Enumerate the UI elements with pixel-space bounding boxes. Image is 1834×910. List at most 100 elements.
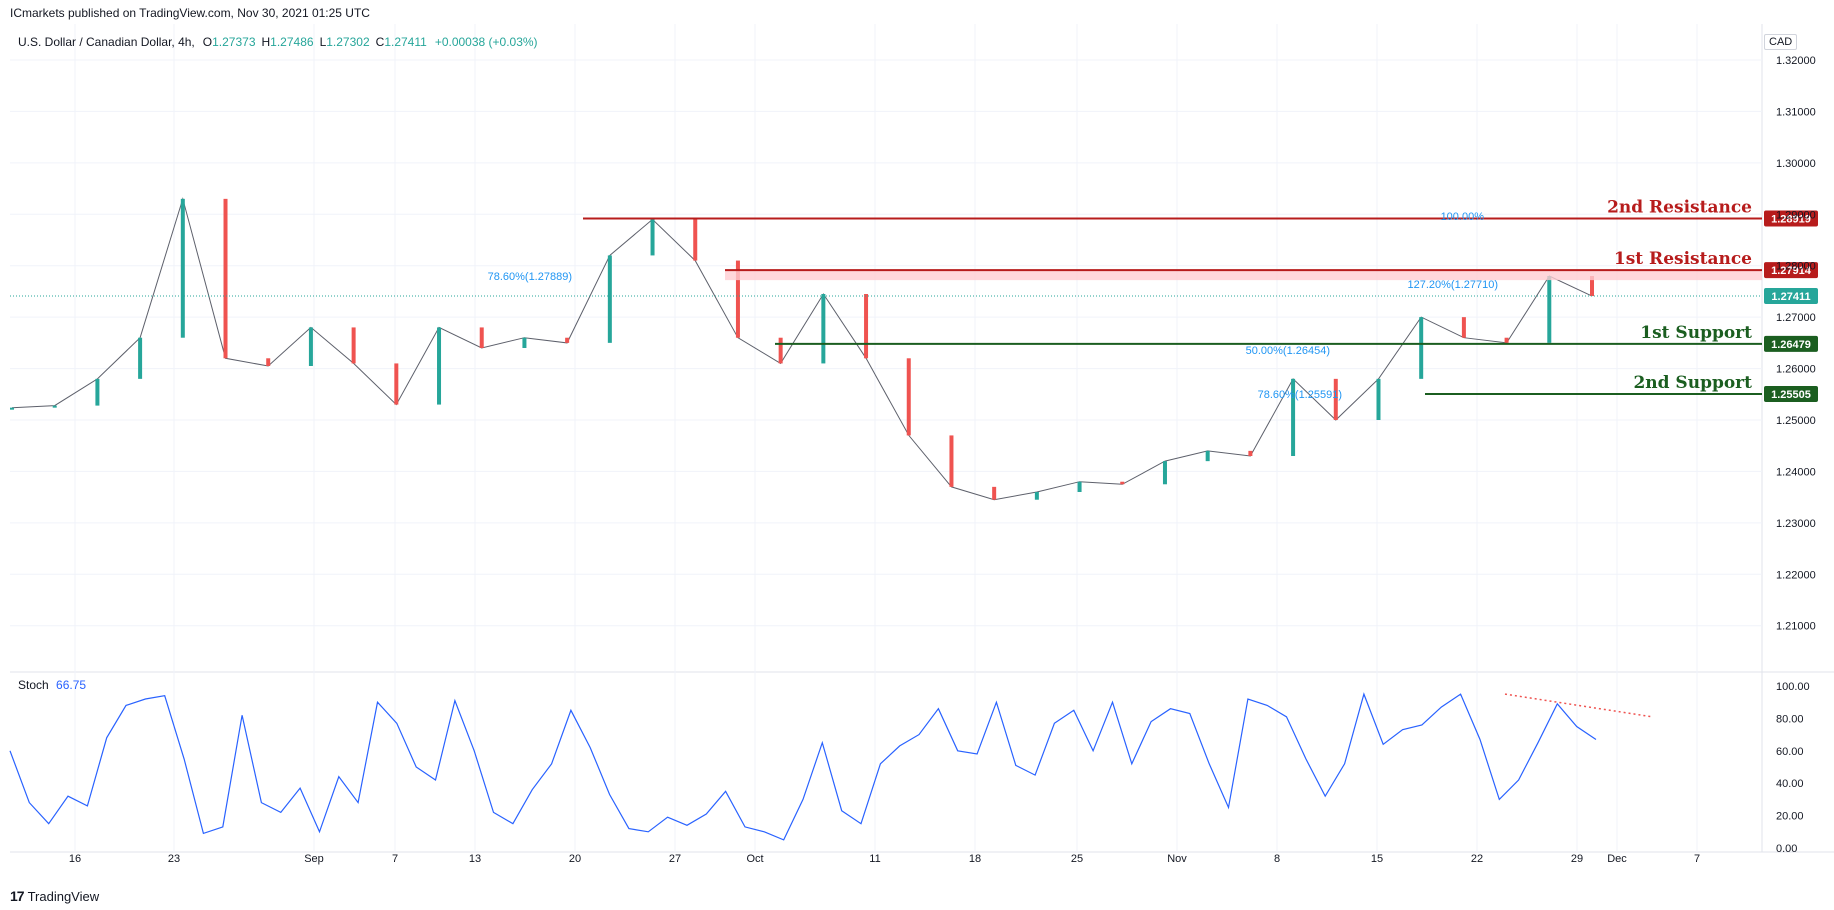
price-tick-label: 1.31000 [1776,106,1816,118]
price-tick-label: 1.29000 [1776,209,1816,221]
price-line [11,197,1593,501]
tradingview-brand: TradingView [27,888,100,904]
candle [1034,492,1039,500]
level-label: 1st Support [1640,323,1752,343]
candle [565,337,570,343]
level-price-tag [1764,262,1818,279]
stoch-tick-label: 40.00 [1776,778,1804,790]
time-tick-label: 16 [69,853,81,865]
stoch-legend[interactable]: Stoch 66.75 [18,678,86,692]
candle [1590,276,1594,297]
candle [607,255,612,343]
candle [1291,378,1296,456]
candle [864,294,869,359]
currency-badge[interactable]: CAD [1764,34,1798,50]
price-tick-label: 1.32000 [1776,55,1816,67]
fib-label: 127.20%(1.27710) [1407,279,1498,291]
price-series [10,197,1594,501]
candle [1504,337,1509,343]
stoch-tick-label: 100.00 [1776,681,1810,693]
ohlc-h: H1.27486 [261,35,314,49]
price-tick-label: 1.30000 [1776,158,1816,170]
candle [735,260,740,338]
symbol-legend[interactable]: U.S. Dollar / Canadian Dollar, 4h, O1.27… [18,35,538,49]
time-tick-label: 7 [392,853,398,865]
stoch-label: Stoch [18,678,49,692]
time-tick-label: Nov [1167,853,1187,865]
candle [394,363,399,405]
resistance-zone [725,270,1762,281]
time-tick-label: 15 [1371,853,1383,865]
candle [479,327,484,348]
time-tick-label: 22 [1471,853,1483,865]
candle [1461,317,1466,338]
candle [821,294,826,364]
ohlc-l: L1.27302 [319,35,370,49]
candle [522,337,527,348]
candle [308,327,313,366]
time-tick-label: Oct [746,853,763,865]
time-tick-label: Sep [304,853,324,865]
axes: 1.32000 1.31000 1.30000 1.29000 1.28000 1.270… [69,55,1816,865]
time-tick-label: 18 [969,853,981,865]
fib-label: 78.60%(1.25591) [1258,389,1342,401]
candle [266,358,271,366]
candle [52,405,57,408]
time-tick-label: 7 [1694,853,1700,865]
price-tick-label: 1.24000 [1776,466,1816,478]
chart-grid [10,24,1834,853]
level-price-tag [1764,210,1818,227]
candle [351,327,356,364]
stoch-tick-label: 20.00 [1776,811,1804,823]
price-tick-label: 1.22000 [1776,569,1816,581]
candle [180,198,185,338]
stoch-tick-label: 80.00 [1776,713,1804,725]
time-tick-label: 25 [1071,853,1083,865]
time-tick-label: 29 [1571,853,1583,865]
tradingview-logo-icon: 17 [10,888,25,904]
stoch-line [9,692,1597,841]
candle [1376,378,1381,420]
candle [778,337,783,364]
candle [650,219,655,256]
last-price-tag [1764,288,1818,305]
price-tick-label: 1.28000 [1776,261,1816,273]
stoch-tick-label: 60.00 [1776,746,1804,758]
level-price-tag [1764,335,1818,352]
time-tick-label: 20 [569,853,581,865]
ohlc-c: C1.27411 [375,35,427,49]
price-tick-label: 1.26000 [1776,364,1816,376]
divergence-line [1504,693,1653,718]
candle [906,358,911,436]
symbol-title: U.S. Dollar / Canadian Dollar, 4h, [18,35,195,49]
candle [1547,276,1552,343]
last-price-text: 1.27411 [1771,291,1810,303]
price-change: +0.00038 (+0.03%) [434,35,538,49]
candle [1419,317,1424,379]
candle [1120,481,1125,485]
price-tick-label: 1.23000 [1776,518,1816,530]
candle [1205,450,1210,462]
candle [437,327,442,405]
level-price-text: 1.28919 [1771,213,1811,225]
tradingview-footer[interactable]: 17 TradingView [10,888,99,904]
candle [693,219,698,261]
candle [1162,461,1167,485]
stochastic-panel [9,692,1653,841]
stoch-tick-label: 0.00 [1776,843,1797,855]
level-price-tag [1764,386,1818,403]
level-label: 1st Resistance [1614,249,1752,269]
time-tick-label: 23 [168,853,180,865]
level-price-text: 1.27914 [1771,265,1812,277]
time-tick-label: Dec [1607,853,1627,865]
candle [1077,481,1082,492]
price-tick-label: 1.25000 [1776,415,1816,427]
time-tick-label: 11 [869,853,880,865]
candle [95,378,100,406]
candle [1248,450,1253,456]
fib-label: 50.00%(1.26454) [1246,345,1330,357]
level-price-text: 1.25505 [1771,389,1811,401]
ohlc-values: O1.27373 H1.27486 L1.27302 C1.27411 [203,35,427,49]
candle [949,435,954,487]
